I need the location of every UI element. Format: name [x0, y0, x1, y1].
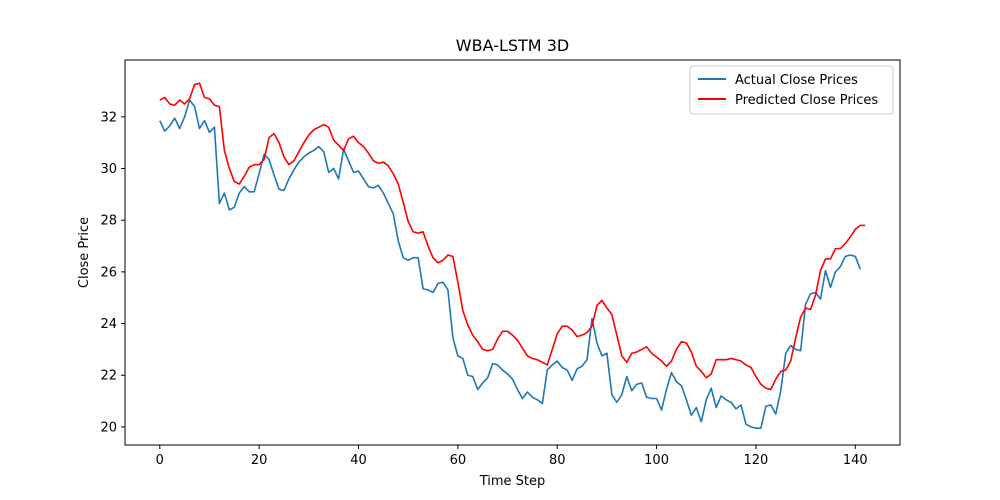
y-tick-label: 30: [100, 162, 117, 177]
x-tick-label: 60: [450, 453, 467, 468]
x-tick-label: 80: [549, 453, 566, 468]
x-tick-label: 0: [156, 453, 164, 468]
y-tick-label: 26: [100, 265, 117, 280]
series-layer: [159, 82, 866, 430]
x-tick-label: 120: [744, 453, 769, 468]
legend: Actual Close Prices Predicted Close Pric…: [689, 65, 894, 115]
x-axis-title: Time Step: [479, 474, 546, 489]
legend-box: [689, 65, 894, 115]
x-tick-label: 140: [843, 453, 868, 468]
y-tick-label: 32: [100, 110, 117, 125]
x-tick-label: 40: [350, 453, 367, 468]
plot-frame: [124, 59, 901, 446]
legend-label-actual: Actual Close Prices: [735, 73, 858, 88]
x-tick-label: 20: [251, 453, 268, 468]
x-tick-label: 100: [644, 453, 669, 468]
series-line-1: [159, 82, 866, 391]
chart-title: WBA-LSTM 3D: [456, 36, 569, 55]
y-tick-label: 20: [100, 420, 117, 435]
y-axis-title: Close Price: [77, 217, 92, 288]
series-line-0: [159, 99, 862, 430]
y-tick-label: 28: [100, 214, 117, 229]
y-axis: 20 22 24 26 28 30 32: [100, 110, 125, 435]
y-tick-label: 24: [100, 317, 117, 332]
legend-label-predicted: Predicted Close Prices: [735, 93, 878, 108]
y-tick-label: 22: [100, 369, 117, 384]
x-axis: 0 20 40 60 80 100 120 140: [156, 445, 868, 468]
